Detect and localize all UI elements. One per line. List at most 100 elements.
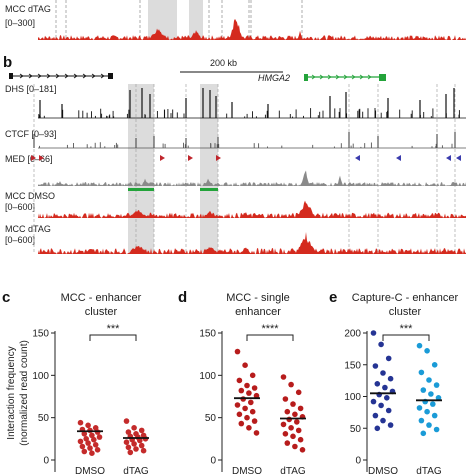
data-point-dmso [96,434,103,440]
data-point-dmso [374,425,381,432]
gene-direction-arrow [82,73,87,79]
data-point-dtag [420,387,427,393]
track-range-mcc-dmso: [0–600] [5,202,35,212]
y-tick-label: 100 [32,371,49,382]
data-point-dtag [294,419,300,425]
data-point-dtag [125,444,132,451]
mcc-dtag-track-a [38,18,466,40]
mcc-dmso-track [38,200,466,218]
data-point-dmso [238,420,245,427]
gene-model-left-exon-end [108,73,113,79]
highlight-region-a-0 [148,0,177,40]
ctcf-motif-arrow [355,155,360,161]
data-point-dtag [138,442,145,449]
significance-bracket [382,334,430,341]
gene-label: HMGA2 [258,73,290,83]
data-point-dmso [253,392,260,399]
gene-direction-arrow [91,73,96,79]
hmga2-exon [379,74,386,81]
data-point-dmso [385,355,392,362]
data-point-dtag [282,431,289,437]
data-point-dmso [387,422,394,428]
track-label-mcc-dtag: MCC dTAG [5,224,51,234]
data-point-dtag [424,408,430,415]
panel-b: b 200 kb HMGA2 DHS [0–181] CTCF [0–93] M… [3,54,466,254]
track-label-ctcf: CTCF [0–93] [5,129,57,139]
data-point-dmso [236,411,243,418]
ctcf-motif-arrow [456,155,461,161]
data-point-dmso [234,348,241,355]
data-point-dtag [288,381,294,388]
data-point-dmso [234,402,241,408]
data-point-dmso [372,363,379,369]
data-point-dtag [288,425,294,431]
panel-e-title-line2: cluster [389,306,422,318]
category-label: dTAG [280,466,306,474]
data-point-dtag [292,411,298,418]
category-label: DMSO [368,466,398,474]
gene-direction-arrow [351,74,356,80]
data-point-dtag [433,382,440,388]
data-point-dtag [131,441,137,447]
y-tick-label: 0 [210,456,216,467]
y-axis-title-line2: (normalized read count) [19,340,30,446]
data-point-dtag [292,443,298,450]
data-point-dmso [92,442,99,448]
data-point-dmso [85,422,91,429]
data-point-dmso [81,448,88,455]
y-tick-label: 50 [205,413,217,424]
data-point-dmso [251,385,258,391]
category-label: DMSO [75,466,105,474]
highlight-region-a-1 [189,0,203,40]
data-point-dtag [295,427,302,434]
panel-c-letter: c [2,289,10,306]
data-point-dtag [418,369,425,376]
data-point-dmso [249,408,256,415]
data-point-dtag [416,342,423,349]
gene-direction-arrow [343,74,348,80]
y-tick-label: 150 [344,360,361,371]
significance-bracket [89,334,137,341]
data-point-dmso [83,436,89,442]
data-point-dmso [385,407,392,414]
panel-c-title-line2: cluster [85,306,118,318]
data-point-dtag [290,401,296,407]
data-point-dmso [380,370,386,376]
y-tick-label: 150 [32,329,49,340]
data-point-dmso [251,418,258,424]
track-range-mcc-dtag: [0–600] [5,235,35,245]
panel-a-track-range: [0–300] [5,18,35,28]
gene-direction-arrow [327,74,332,80]
panel-d-title-line1: MCC - single [226,292,290,304]
panel-e-title-line1: Capture-C - enhancer [352,292,459,304]
data-point-dtag [426,422,432,428]
gene-model-left-exon-start [9,73,13,79]
data-point-dtag [420,430,427,437]
significance-stars: *** [107,323,121,335]
data-point-dtag [140,447,147,454]
data-point-dmso [244,414,250,421]
gene-direction-arrow [28,73,33,79]
data-point-dmso [370,330,377,336]
gene-direction-arrow [319,74,324,80]
y-tick-label: 50 [350,424,362,435]
gene-direction-arrow [55,73,60,79]
y-tick-label: 50 [38,413,50,424]
data-point-dmso [253,430,260,436]
y-tick-label: 100 [199,371,216,382]
gene-direction-arrow [335,74,340,80]
category-label: dTAG [416,466,442,474]
gene-direction-arrow [46,73,51,79]
gene-direction-arrow [359,74,364,80]
y-tick-label: 100 [344,392,361,403]
panel-c: c MCC - enhancer cluster Interaction fre… [2,289,149,474]
data-point-dmso [91,436,97,443]
gene-direction-arrow [311,74,316,80]
data-point-dmso [77,419,84,426]
gene-direction-arrow [100,73,105,79]
data-point-dtag [280,374,287,380]
data-point-dmso [242,362,248,369]
ctcf-motif-arrow [216,155,221,161]
ctcf-motif-arrow [396,155,401,161]
panel-a-track-label: MCC dTAG [5,4,51,14]
